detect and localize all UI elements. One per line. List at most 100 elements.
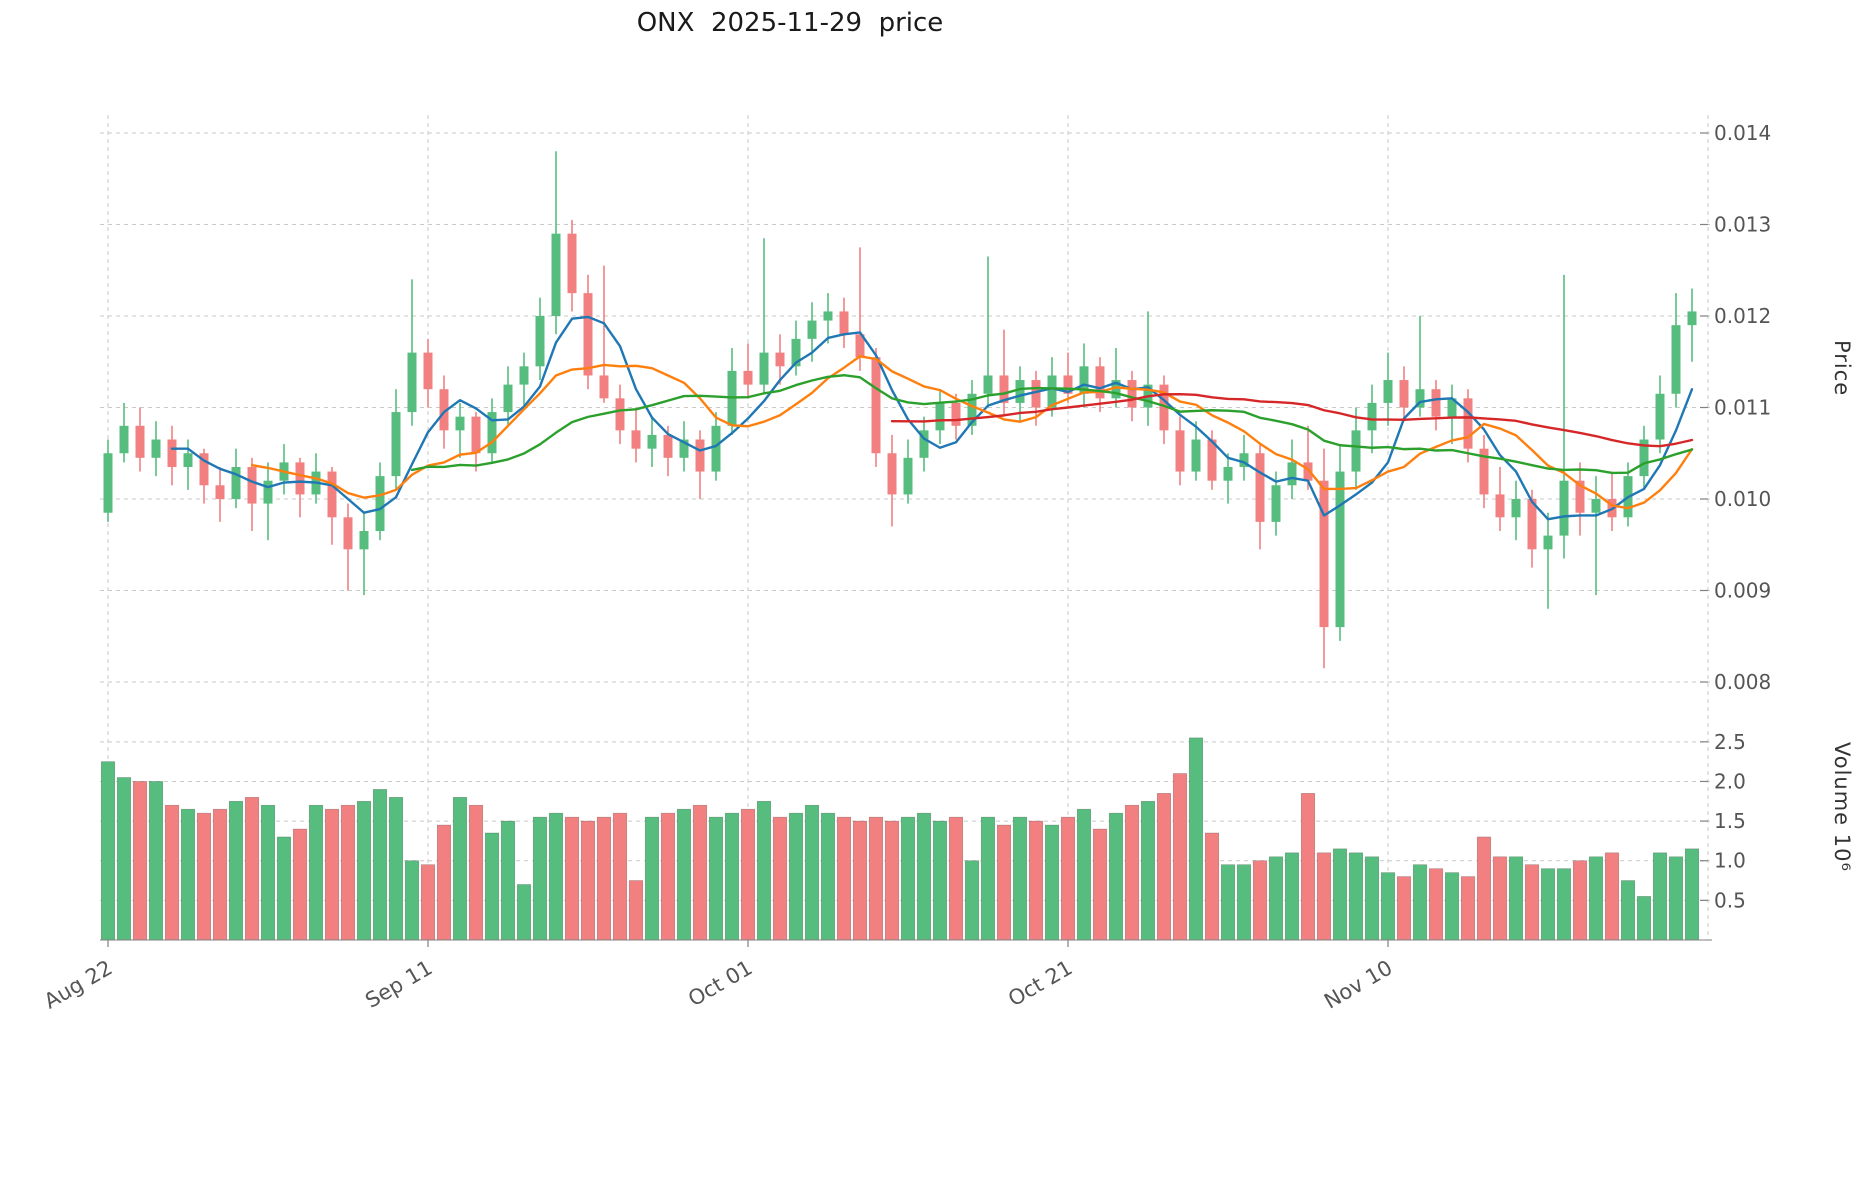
candle-body bbox=[951, 402, 961, 426]
candle-body bbox=[967, 393, 977, 426]
volume-bar bbox=[276, 836, 292, 941]
candle-body bbox=[1655, 393, 1665, 440]
volume-bar bbox=[404, 860, 420, 941]
candle-body bbox=[263, 480, 273, 504]
x-tick-label: Aug 22 bbox=[40, 956, 116, 1014]
candle-body bbox=[679, 439, 689, 458]
volume-tick-label: 2.0 bbox=[1714, 769, 1746, 793]
volume-bar bbox=[628, 880, 644, 941]
volume-bar bbox=[1604, 852, 1620, 941]
volume-bar bbox=[1524, 864, 1540, 941]
candle-body bbox=[1063, 375, 1073, 394]
volume-bar bbox=[532, 816, 548, 941]
candle-body bbox=[1431, 389, 1441, 417]
candle-body bbox=[1575, 480, 1585, 513]
volume-bar bbox=[500, 820, 516, 941]
candle-body bbox=[855, 334, 865, 358]
volume-bar bbox=[1652, 852, 1668, 941]
candle-body bbox=[631, 430, 641, 449]
volume-bar bbox=[260, 804, 276, 941]
volume-bar bbox=[1108, 812, 1124, 941]
candle-body bbox=[135, 425, 145, 458]
candle-body bbox=[1095, 366, 1105, 399]
candlesticks bbox=[103, 151, 1697, 669]
ma-10-line bbox=[250, 355, 1694, 510]
candle-body bbox=[1559, 480, 1569, 536]
volume-bar bbox=[1124, 804, 1140, 941]
volume-bar bbox=[1268, 856, 1284, 941]
candle-body bbox=[487, 412, 497, 454]
price-tick-label: 0.013 bbox=[1714, 213, 1771, 237]
candle-body bbox=[759, 352, 769, 385]
candle-body bbox=[1287, 462, 1297, 486]
candle-body bbox=[247, 466, 257, 504]
candle-body bbox=[791, 338, 801, 367]
price-tick-label: 0.011 bbox=[1714, 396, 1771, 420]
price-tick-label: 0.012 bbox=[1714, 304, 1771, 328]
candle-body bbox=[439, 389, 449, 431]
ma-50-line bbox=[890, 393, 1694, 448]
ma-5-line bbox=[170, 315, 1694, 521]
candle-body bbox=[215, 485, 225, 499]
volume-bar bbox=[980, 816, 996, 941]
volume-bar bbox=[820, 812, 836, 941]
candle-body bbox=[647, 434, 657, 449]
volume-bar bbox=[692, 804, 708, 941]
volume-bar bbox=[1572, 860, 1588, 941]
volume-bar bbox=[1332, 848, 1348, 941]
volume-bar bbox=[948, 816, 964, 941]
volume-bar bbox=[1428, 868, 1444, 941]
volume-bar bbox=[772, 816, 788, 941]
candle-body bbox=[471, 416, 481, 454]
x-tick-label: Oct 21 bbox=[1004, 956, 1076, 1012]
volume-bar bbox=[116, 777, 132, 941]
volume-bar bbox=[1492, 856, 1508, 941]
volume-bar bbox=[1668, 856, 1684, 941]
candle-body bbox=[1383, 380, 1393, 403]
volume-bar bbox=[564, 816, 580, 941]
volume-bar bbox=[660, 812, 676, 941]
volume-bar bbox=[180, 808, 196, 941]
volume-bar bbox=[676, 808, 692, 941]
volume-bar bbox=[132, 781, 148, 941]
candle-body bbox=[1479, 448, 1489, 495]
volume-bar bbox=[1412, 864, 1428, 941]
volume-bar bbox=[612, 812, 628, 941]
volume-bar bbox=[1540, 868, 1556, 941]
candle-body bbox=[519, 366, 529, 385]
volume-bar bbox=[756, 800, 772, 941]
candle-body bbox=[887, 453, 897, 495]
candle-body bbox=[1015, 380, 1025, 403]
price-tick-label: 0.009 bbox=[1714, 579, 1771, 603]
volume-bar bbox=[308, 804, 324, 941]
candle-body bbox=[743, 370, 753, 385]
candle-body bbox=[1111, 380, 1121, 399]
volume-bar bbox=[724, 812, 740, 941]
volume-bar bbox=[548, 812, 564, 941]
volume-bar bbox=[340, 804, 356, 941]
volume-bar bbox=[468, 804, 484, 941]
volume-bar bbox=[932, 820, 948, 941]
price-tick-label: 0.008 bbox=[1714, 670, 1771, 694]
volume-bar bbox=[148, 781, 164, 941]
candle-body bbox=[343, 517, 353, 550]
candle-body bbox=[503, 384, 513, 413]
volume-bar bbox=[1476, 836, 1492, 941]
candle-body bbox=[375, 476, 385, 532]
candle-body bbox=[1175, 430, 1185, 472]
volume-bar bbox=[372, 789, 388, 941]
candle-body bbox=[1159, 384, 1169, 431]
candle-body bbox=[1031, 380, 1041, 408]
volume-bar bbox=[324, 808, 340, 941]
candle-body bbox=[663, 434, 673, 458]
candle-body bbox=[903, 457, 913, 495]
volume-bar bbox=[884, 820, 900, 941]
volume-bar bbox=[596, 816, 612, 941]
volume-bar bbox=[996, 824, 1012, 941]
volume-bar bbox=[740, 808, 756, 941]
candle-body bbox=[183, 453, 193, 467]
volume-bar bbox=[1252, 860, 1268, 941]
volume-bar bbox=[964, 860, 980, 941]
volume-bar bbox=[1220, 864, 1236, 941]
